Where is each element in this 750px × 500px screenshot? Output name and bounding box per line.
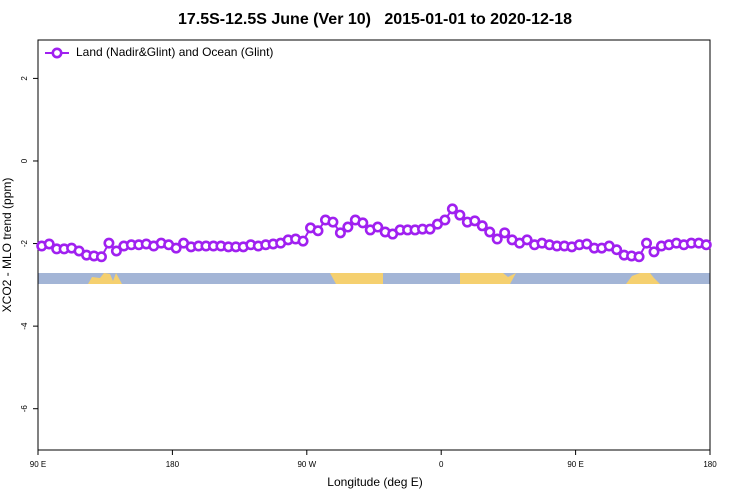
data-point [499, 227, 511, 239]
data-point [476, 220, 488, 232]
data-point [334, 227, 346, 239]
x-tick-label: 180 [703, 460, 717, 469]
data-point [43, 238, 55, 250]
y-axis-label: XCO2 - MLO trend (ppm) [0, 178, 14, 313]
data-point [297, 235, 309, 247]
data-point [110, 245, 122, 257]
y-tick-label: 2 [20, 76, 29, 81]
land-patch [626, 273, 660, 284]
data-point [454, 209, 466, 221]
data-point [342, 221, 354, 233]
data-point [170, 242, 182, 254]
data-point [439, 214, 451, 226]
land-patch [460, 273, 516, 284]
data-point [446, 203, 458, 215]
data-point [633, 251, 645, 263]
y-tick-label: -2 [20, 239, 29, 247]
data-point [648, 246, 660, 258]
x-tick-label: 90 E [567, 460, 583, 469]
data-point [469, 215, 481, 227]
data-point [700, 239, 712, 251]
x-tick-label: 180 [166, 460, 180, 469]
data-point [424, 223, 436, 235]
data-point [103, 237, 115, 249]
data-point [491, 233, 503, 245]
data-point [357, 217, 369, 229]
data-point [372, 221, 384, 233]
y-tick-label: -4 [20, 322, 29, 330]
y-tick-label: 0 [20, 158, 29, 163]
land-ocean-strip [38, 273, 710, 284]
legend-label: Land (Nadir&Glint) and Ocean (Glint) [76, 45, 273, 59]
x-tick-label: 90 W [297, 460, 316, 469]
land-patch [88, 273, 122, 284]
data-point [641, 237, 653, 249]
x-tick-label: 90 E [30, 460, 46, 469]
data-point [312, 225, 324, 237]
data-point [521, 234, 533, 246]
legend-marker [51, 47, 63, 59]
x-tick-label: 0 [439, 460, 444, 469]
chart-title: 17.5S-12.5S June (Ver 10) 2015-01-01 to … [178, 11, 572, 28]
y-tick-label: -6 [20, 405, 29, 413]
x-axis-label: Longitude (deg E) [327, 475, 422, 489]
land-patch [330, 273, 383, 284]
data-point [611, 244, 623, 256]
data-point [484, 226, 496, 238]
data-point [327, 216, 339, 228]
data-point [95, 251, 107, 263]
